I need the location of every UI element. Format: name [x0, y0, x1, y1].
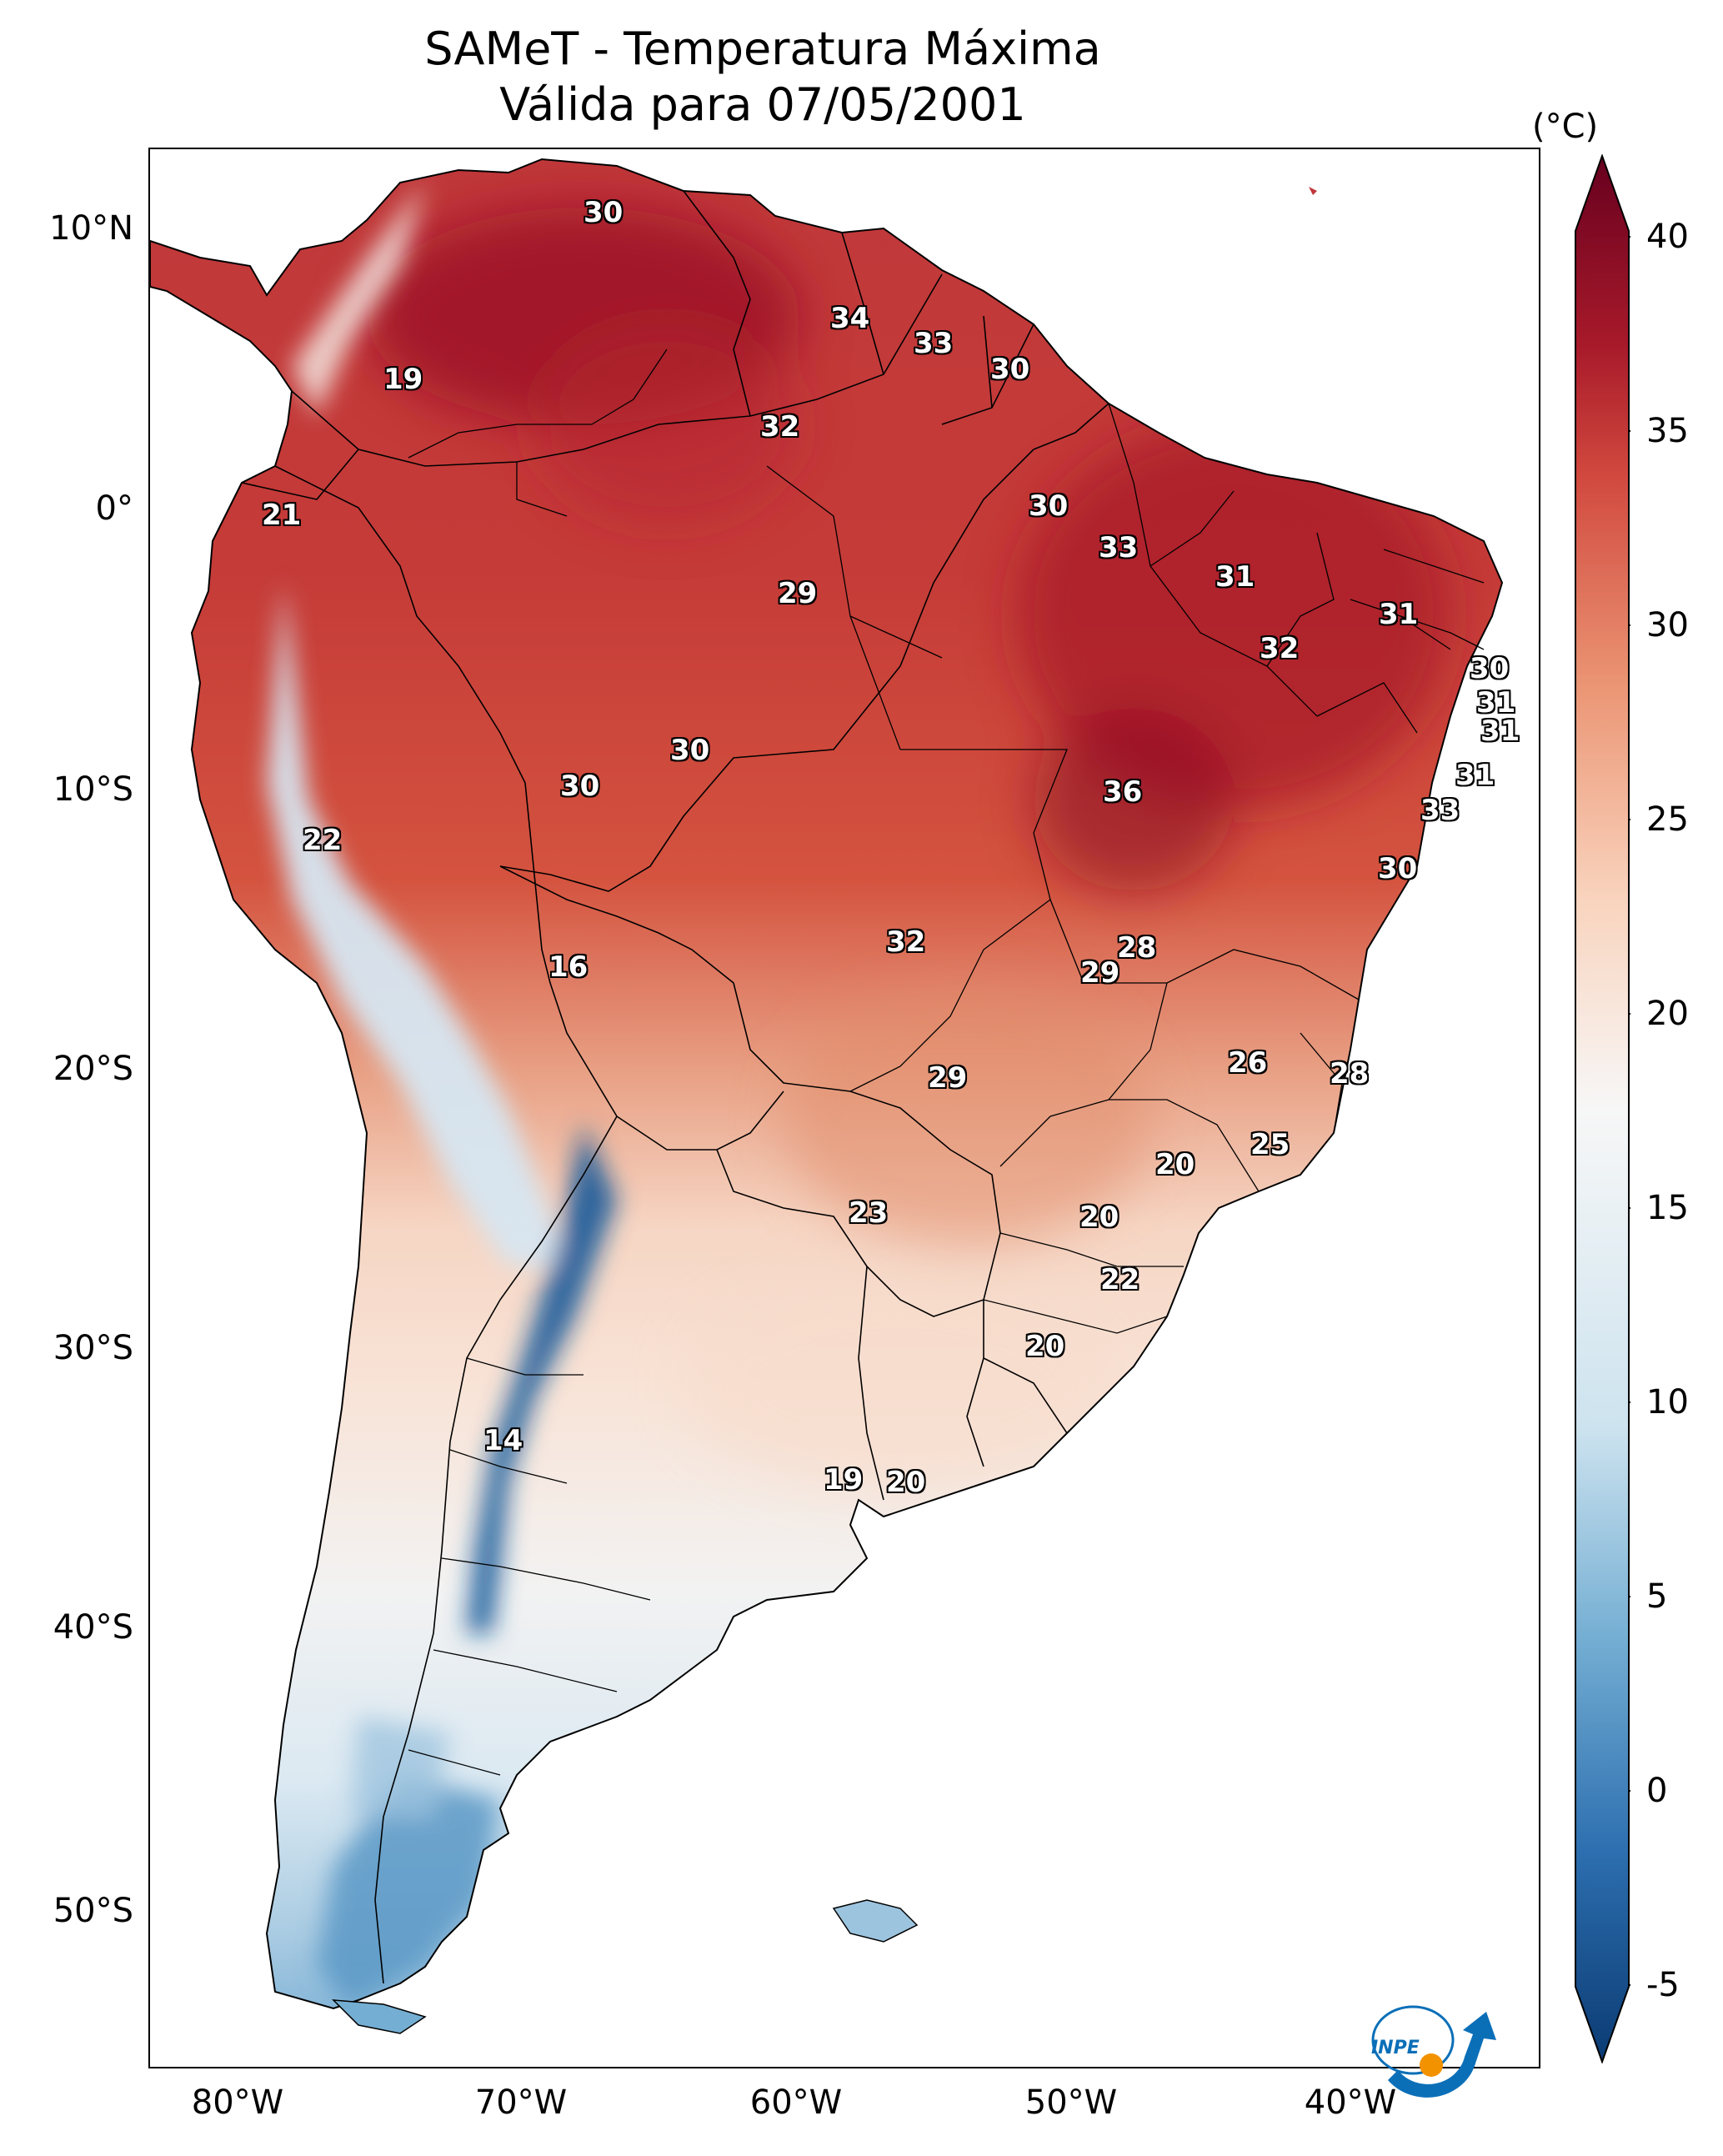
temp-label: 30	[1029, 489, 1069, 523]
logo-sun-icon	[1420, 2053, 1443, 2077]
temp-label: 23	[849, 1196, 889, 1230]
temp-label: 31	[1379, 598, 1419, 631]
temp-label: 31	[1215, 560, 1255, 594]
temp-label: 21	[262, 499, 302, 532]
temp-label: 33	[1420, 794, 1460, 827]
lon-label-40w: 40°W	[1304, 2083, 1397, 2122]
temp-label: 20	[1079, 1201, 1119, 1234]
island-speck	[1309, 187, 1317, 195]
temp-label: 29	[928, 1061, 968, 1095]
temp-label: 16	[548, 950, 589, 984]
temp-label: 28	[1117, 931, 1157, 965]
colorbar-tick-label: 35	[1646, 412, 1689, 450]
temp-label: 19	[383, 363, 423, 396]
temp-label: 33	[914, 327, 954, 360]
temp-label: 28	[1330, 1057, 1370, 1091]
colorbar	[1575, 154, 1630, 2063]
temp-label: 31	[1455, 759, 1495, 792]
temp-label: 14	[483, 1424, 523, 1457]
lon-label-50w: 50°W	[1024, 2083, 1118, 2122]
tierra-del-fuego	[332, 1999, 427, 2034]
temp-label: 34	[830, 302, 870, 335]
colorbar-tick-label: 20	[1646, 995, 1689, 1033]
temp-label: 20	[1155, 1148, 1195, 1181]
colorbar-tick-label: 0	[1646, 1772, 1668, 1810]
temp-label: 20	[1025, 1330, 1065, 1363]
colorbar-ticks	[1629, 236, 1630, 1986]
temp-label: 30	[584, 196, 624, 229]
lat-label-10s: 10°S	[53, 770, 133, 809]
temp-label: 29	[1080, 956, 1120, 990]
lat-label-10n: 10°N	[49, 209, 133, 248]
logo-text: INPE	[1371, 2038, 1420, 2058]
colorbar-tick-label: 40	[1646, 218, 1689, 256]
logo-arrow-icon	[1388, 2012, 1496, 2098]
temp-label: 22	[1100, 1263, 1140, 1296]
colorbar-tick-label: 10	[1646, 1383, 1689, 1421]
colorbar-tick-label: 30	[1646, 606, 1689, 644]
inpe-logo: INPE	[1371, 2005, 1496, 2098]
lat-label-50s: 50°S	[53, 1892, 133, 1930]
colorbar-ramp	[1575, 154, 1630, 2063]
country-borders	[241, 190, 1109, 1984]
coastline	[150, 158, 1504, 2010]
temp-label: 30	[990, 353, 1030, 386]
lat-label-30s: 30°S	[53, 1329, 133, 1367]
temp-label: 29	[778, 577, 818, 610]
temperature-map	[150, 158, 1504, 2034]
lat-label-0: 0°	[95, 489, 133, 528]
temp-label: 25	[1250, 1128, 1290, 1161]
temp-label: 32	[760, 410, 800, 444]
temp-label: 33	[1099, 531, 1139, 564]
colorbar-tick-label: 5	[1646, 1577, 1668, 1616]
temp-label: 26	[1228, 1046, 1268, 1080]
colorbar-tick-label: 15	[1646, 1189, 1689, 1227]
lon-label-80w: 80°W	[191, 2083, 284, 2122]
temp-label: 19	[824, 1463, 864, 1497]
falkland-islands	[832, 1899, 919, 1943]
state-borders	[408, 348, 1485, 1776]
lat-label-40s: 40°S	[53, 1608, 133, 1647]
map-subtitle: Válida para 07/05/2001	[499, 78, 1026, 131]
logo-orbit-icon	[1371, 2005, 1455, 2075]
temp-label: 31	[1480, 714, 1520, 748]
map-title: SAMeT - Temperatura Máxima	[424, 23, 1101, 75]
lon-label-60w: 60°W	[749, 2083, 843, 2122]
lat-label-20s: 20°S	[53, 1050, 133, 1088]
lon-label-70w: 70°W	[474, 2083, 568, 2122]
temp-label: 30	[1378, 852, 1418, 885]
colorbar-unit: (°C)	[1532, 108, 1599, 146]
temp-label: 30	[670, 734, 710, 767]
map-panel[interactable]	[148, 148, 1540, 2068]
temp-label: 30	[560, 770, 600, 803]
temp-label: 30	[1470, 652, 1510, 685]
temp-label: 32	[1260, 632, 1300, 665]
temp-label: 20	[886, 1466, 926, 1499]
temp-label: 32	[886, 925, 926, 959]
colorbar-tick-label: 25	[1646, 800, 1689, 839]
temp-label: 36	[1103, 775, 1143, 809]
temp-label: 22	[303, 824, 343, 857]
colorbar-tick-label: -5	[1646, 1966, 1680, 2004]
temp-label: 31	[1476, 686, 1516, 720]
